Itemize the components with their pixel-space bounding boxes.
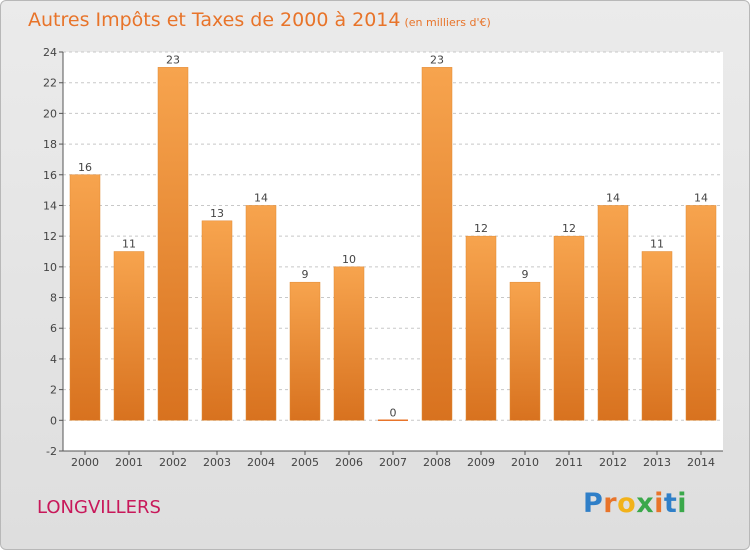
bar — [421, 67, 453, 421]
data-label: 16 — [78, 161, 92, 174]
y-tick-label: 10 — [43, 261, 57, 274]
y-tick-label: 16 — [43, 169, 57, 182]
x-tick-label: 2008 — [423, 456, 451, 469]
y-tick-label: -2 — [46, 445, 57, 458]
chart-unit: (en milliers d'€) — [404, 16, 491, 29]
bar — [245, 205, 277, 421]
bar — [333, 266, 365, 421]
logo-letter: t — [663, 488, 678, 519]
bar — [597, 205, 629, 421]
x-tick-label: 2012 — [599, 456, 627, 469]
data-labels: 16 11 23 13 14 9 10 0 23 12 9 12 14 11 14 — [78, 53, 708, 419]
logo-letter: i — [654, 488, 664, 519]
y-tick-label: 20 — [43, 107, 57, 120]
x-tick-label: 2005 — [291, 456, 319, 469]
logo-letter: i — [677, 488, 688, 519]
chart-title: Autres Impôts et Taxes de 2000 à 2014 (en… — [28, 9, 491, 31]
data-label: 13 — [210, 207, 224, 220]
y-tick-label: 2 — [50, 384, 57, 397]
x-tick-label: 2001 — [115, 456, 143, 469]
x-tick-label: 2007 — [379, 456, 407, 469]
city-name: LONGVILLERS — [37, 497, 161, 518]
bar — [641, 251, 673, 421]
y-tick-label: 22 — [43, 77, 57, 90]
data-label: 14 — [254, 191, 268, 204]
x-tick-label: 2011 — [555, 456, 583, 469]
data-label: 12 — [562, 222, 576, 235]
x-tick-label: 2002 — [159, 456, 187, 469]
logo-letter: o — [617, 488, 637, 519]
logo-letter: r — [603, 488, 618, 519]
bar — [509, 281, 541, 421]
x-tick-label: 2003 — [203, 456, 231, 469]
logo-letter: P — [583, 488, 604, 519]
data-label: 14 — [694, 191, 708, 204]
x-tick-label: 2000 — [71, 456, 99, 469]
x-axis: 2000 2001 2002 2003 2004 2005 2006 2007 2008 2009… — [63, 450, 723, 469]
bar — [553, 235, 585, 421]
data-label: 11 — [650, 238, 664, 251]
logo-letter: x — [636, 488, 655, 519]
data-label: 23 — [166, 53, 180, 66]
data-label: 12 — [474, 222, 488, 235]
data-label: 11 — [122, 238, 136, 251]
y-tick-label: 12 — [43, 230, 57, 243]
data-label: 23 — [430, 53, 444, 66]
bar — [201, 220, 233, 421]
chart-title-text: Autres Impôts et Taxes de 2000 à 2014 — [28, 9, 401, 31]
bar — [289, 281, 321, 421]
data-label: 9 — [522, 268, 529, 281]
bar — [113, 251, 145, 421]
data-label: 9 — [302, 268, 309, 281]
bar — [685, 205, 717, 421]
x-tick-label: 2009 — [467, 456, 495, 469]
y-tick-label: 14 — [43, 199, 57, 212]
data-label: 14 — [606, 191, 620, 204]
bar — [465, 235, 497, 421]
y-tick-label: 4 — [50, 353, 57, 366]
bar — [157, 67, 189, 421]
data-label: 0 — [390, 406, 397, 419]
bar — [69, 174, 101, 421]
x-tick-label: 2014 — [687, 456, 715, 469]
data-label: 10 — [342, 253, 356, 266]
x-tick-label: 2010 — [511, 456, 539, 469]
x-tick-label: 2013 — [643, 456, 671, 469]
y-tick-label: 18 — [43, 138, 57, 151]
y-tick-label: 24 — [43, 46, 57, 59]
proxiti-logo: Proxiti — [583, 488, 687, 519]
y-tick-label: 8 — [50, 292, 57, 305]
y-tick-label: 0 — [50, 414, 57, 427]
bars — [69, 67, 717, 422]
y-tick-label: 6 — [50, 322, 57, 335]
x-tick-label: 2006 — [335, 456, 363, 469]
x-tick-label: 2004 — [247, 456, 275, 469]
